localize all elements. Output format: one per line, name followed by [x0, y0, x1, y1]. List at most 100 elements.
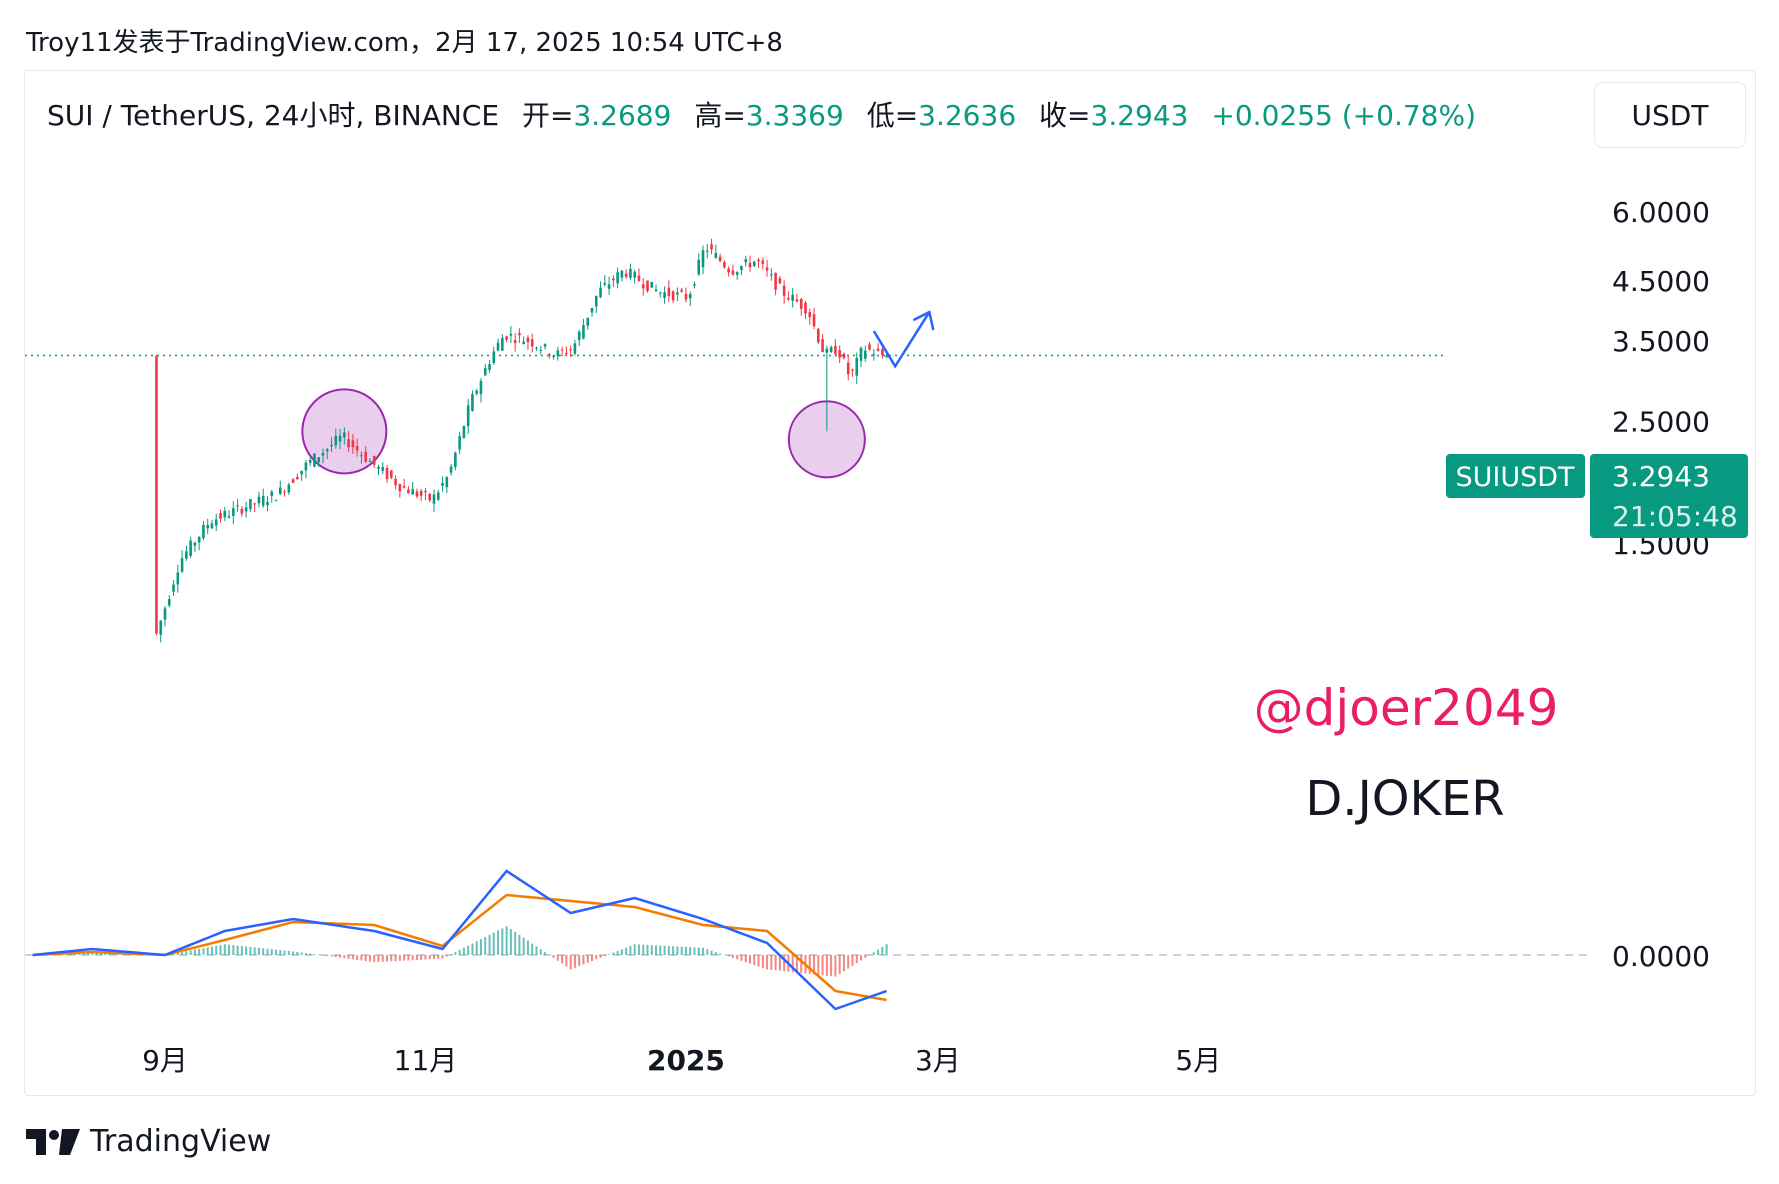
candle-body	[594, 295, 598, 307]
macd-zero-tick: 0.0000	[1612, 940, 1710, 973]
candle-body	[522, 341, 525, 345]
candle-body	[603, 282, 607, 285]
candle-body	[599, 287, 602, 298]
candle-body	[676, 292, 679, 295]
candle-body	[851, 369, 854, 371]
candle-body	[646, 280, 649, 292]
candle-body	[270, 491, 274, 496]
symbol-title: SUI / TetherUS, 24小时, BINANCE	[47, 99, 500, 132]
candle-body	[436, 492, 440, 500]
candle-body	[804, 302, 807, 314]
candle-body	[552, 356, 555, 358]
candle-body	[360, 455, 363, 457]
candle-body	[321, 453, 325, 456]
candle-body	[543, 343, 547, 347]
time-tick-0: 9月	[142, 1044, 188, 1077]
candle-body	[744, 259, 748, 263]
chart-frame	[24, 70, 1756, 1096]
currency-unit-button[interactable]: USDT	[1594, 82, 1746, 148]
open-value: 3.2689	[573, 99, 672, 132]
candle-body	[257, 496, 261, 504]
projection-arrow	[872, 310, 935, 369]
time-axis: 9月 11月 2025 3月 5月	[142, 1044, 1221, 1077]
time-tick-4: 5月	[1175, 1044, 1221, 1077]
candle-body	[471, 394, 474, 411]
candle-body	[206, 525, 209, 529]
candle-body	[176, 572, 180, 585]
candle-body	[458, 436, 461, 450]
candle-body	[735, 272, 739, 275]
candle-body	[330, 444, 333, 447]
candle-body	[667, 287, 671, 297]
tradingview-logo-text: TradingView	[90, 1124, 272, 1159]
tradingview-logo[interactable]: TradingView	[26, 1124, 271, 1159]
candle-body	[385, 467, 389, 480]
candle-body	[368, 461, 372, 463]
candle-body	[202, 524, 205, 539]
candle-body	[757, 259, 760, 262]
candle-body	[325, 449, 329, 452]
candle-body	[244, 507, 248, 512]
candle-body	[582, 325, 585, 339]
candle-body	[334, 435, 338, 446]
candle-body	[774, 273, 777, 290]
price-axis: 6.00004.50003.50002.50001.90001.50000.00…	[1612, 196, 1710, 973]
candle-body	[821, 339, 824, 353]
projection-path	[872, 311, 931, 369]
candle-body	[419, 490, 423, 496]
candle-body	[505, 336, 508, 340]
candle-body	[304, 462, 308, 471]
candle-body	[829, 347, 833, 353]
price-tick-3: 2.5000	[1612, 406, 1710, 439]
macd-panel	[25, 869, 1590, 1011]
candle-body	[795, 299, 799, 302]
candle-body	[236, 505, 239, 507]
candle-body	[846, 362, 850, 374]
candle-body	[189, 540, 192, 556]
price-tick-1: 4.5000	[1612, 265, 1710, 298]
time-tick-2: 2025	[647, 1044, 725, 1077]
candle-body	[684, 294, 688, 300]
candle-body	[317, 457, 321, 463]
candle-body	[185, 551, 188, 559]
macd-signal-line	[32, 893, 887, 1002]
high-value: 3.3369	[745, 99, 844, 132]
candle-body	[232, 508, 235, 516]
candle-body	[863, 350, 867, 359]
candle-body	[535, 347, 538, 349]
close-label: 收=	[1039, 99, 1091, 132]
candle-body	[616, 272, 619, 284]
candle-body	[612, 278, 615, 281]
price-tick-2: 3.5000	[1612, 325, 1710, 358]
countdown-value: 21:05:48	[1612, 500, 1738, 533]
candle-body	[799, 299, 803, 309]
candle-body	[881, 349, 884, 355]
candle-body	[381, 467, 385, 471]
candle-body	[633, 271, 636, 278]
candle-body	[680, 289, 683, 292]
candle-body	[283, 491, 286, 493]
candle-body	[496, 342, 500, 351]
candle-body	[372, 455, 376, 465]
candle-body	[876, 348, 880, 351]
candle-body	[688, 294, 692, 299]
candle-body	[701, 250, 705, 268]
symbol-tag-text: SUIUSDT	[1455, 462, 1575, 493]
candle-body	[586, 317, 590, 326]
candle-body	[714, 252, 718, 258]
candle-body	[415, 491, 419, 497]
candle-body	[338, 435, 342, 442]
candle-body	[300, 470, 303, 475]
price-tag-value: 3.2943	[1612, 460, 1710, 493]
candle-body	[663, 292, 666, 298]
candle-body	[274, 500, 278, 502]
candle-body	[526, 337, 530, 343]
candle-body	[624, 273, 628, 277]
candle-body	[705, 250, 709, 252]
candle-body	[291, 479, 295, 483]
candle-body	[428, 493, 432, 501]
candle-body	[432, 494, 436, 504]
candle-body	[817, 328, 820, 343]
candle-body	[855, 357, 859, 376]
